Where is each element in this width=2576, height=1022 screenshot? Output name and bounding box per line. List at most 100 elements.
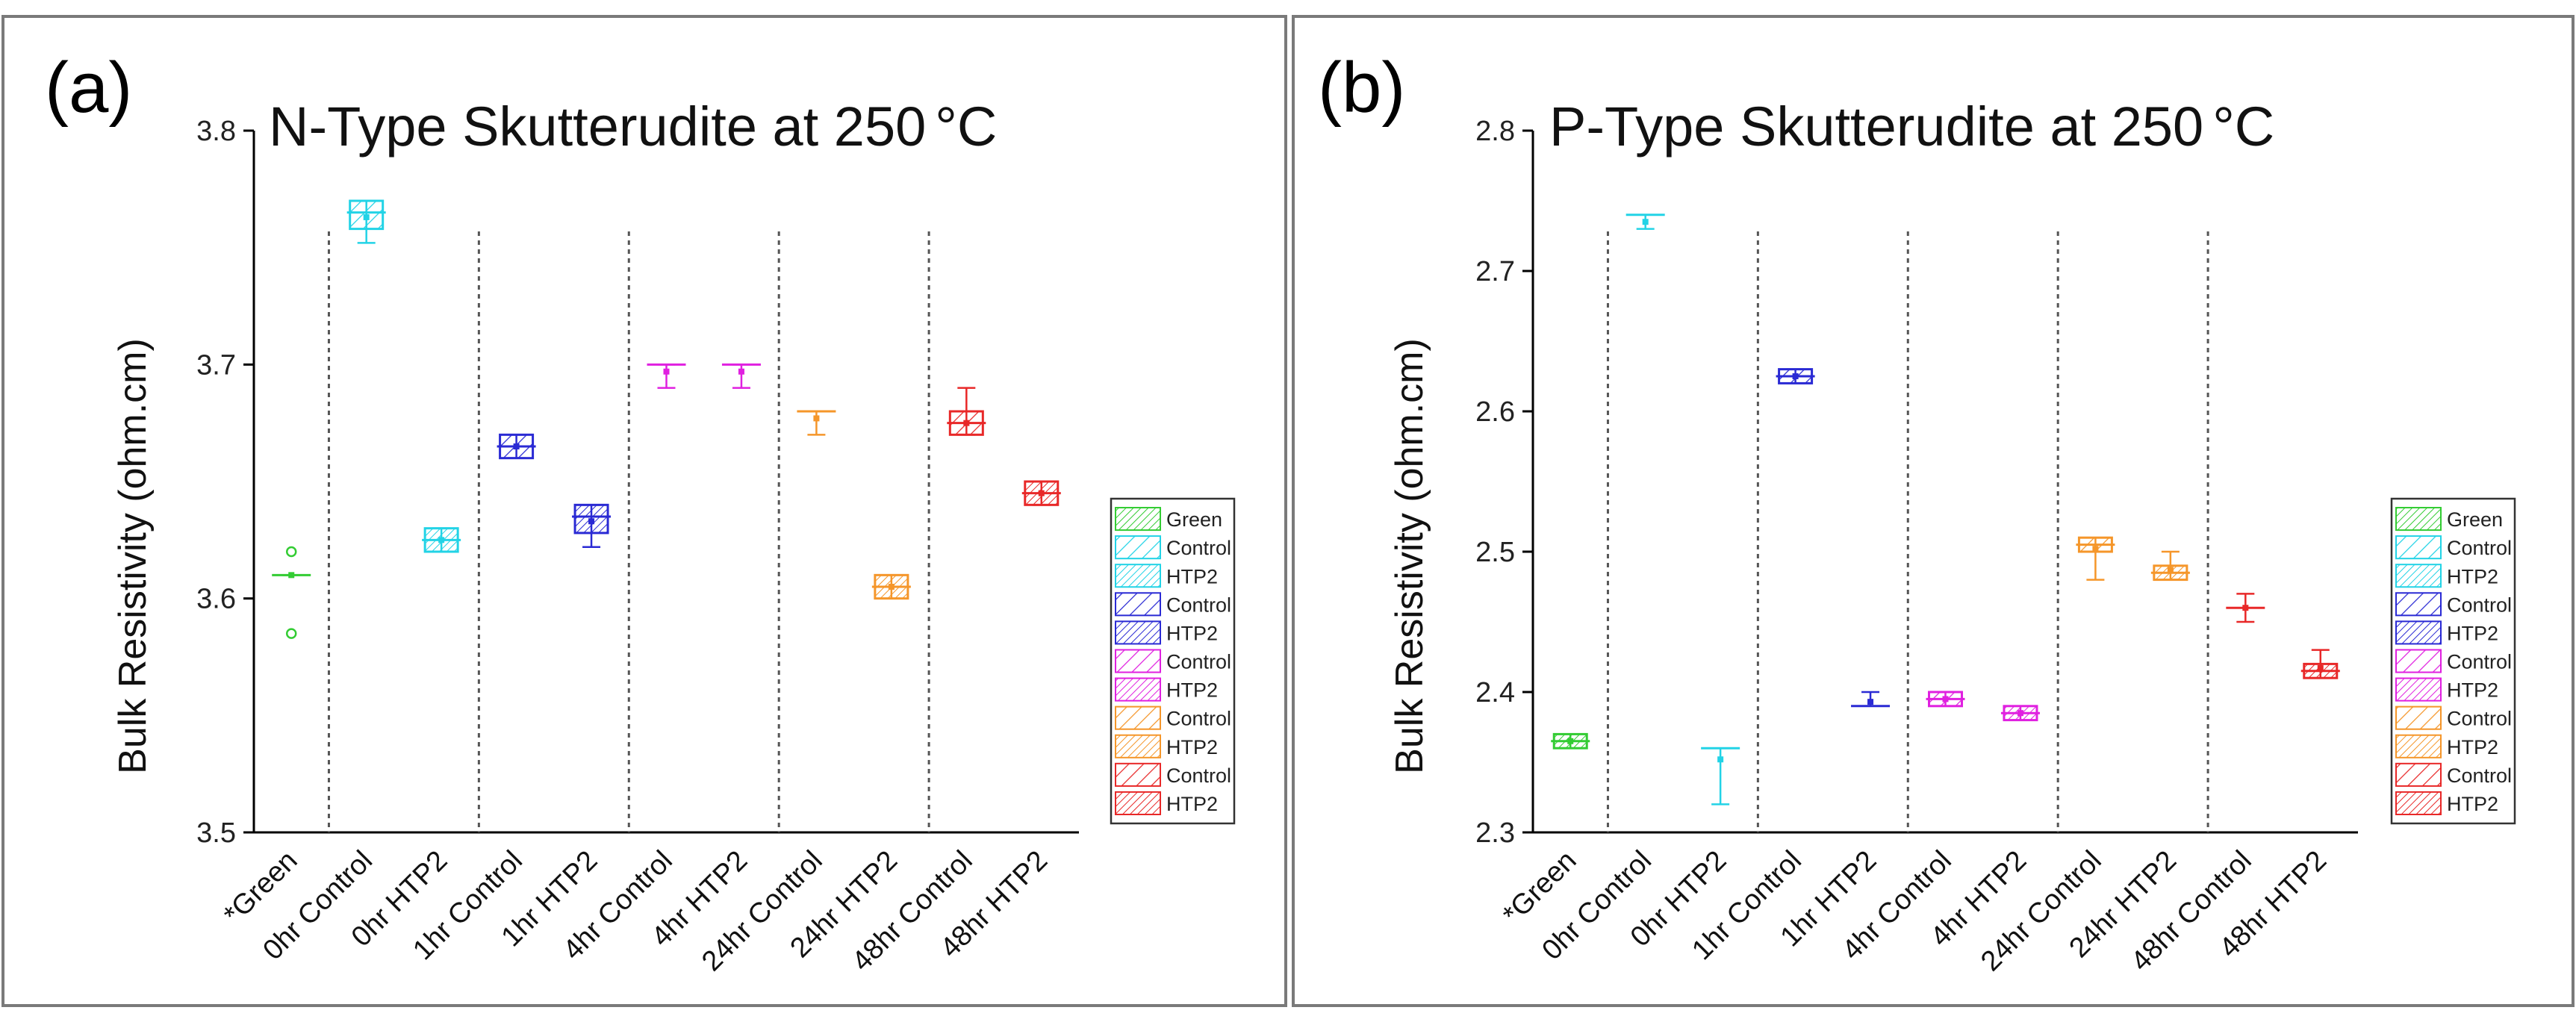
box-0hr-htp2: [422, 527, 461, 553]
box-outlier: [285, 546, 297, 558]
box-1hr-htp2: [572, 503, 612, 548]
box-0hr-control: [1625, 214, 1665, 230]
legend-label: Control: [2447, 593, 2512, 616]
box-mean-marker: [363, 214, 370, 220]
legend: Green Control HTP2 Control HTP2 Control HTP2 Co…: [1110, 497, 1236, 825]
box-mean-marker: [1942, 696, 1949, 702]
panel-a-label: (a): [45, 48, 132, 128]
legend-label: Green: [1166, 508, 1222, 531]
legend-label: HTP2: [2447, 622, 2498, 644]
box-mean-marker: [1792, 373, 1799, 379]
box-1hr-control: [1776, 368, 1815, 384]
legend-label: Control: [2447, 708, 2512, 730]
box-mean-marker: [888, 584, 895, 590]
legend-label: Control: [1166, 708, 1231, 730]
legend-label: Control: [2447, 537, 2512, 559]
legend-label: HTP2: [1166, 793, 1218, 815]
panel-b: (b) P-Type Skutterudite at 250 °C Bulk Re…: [1292, 15, 2575, 1007]
box-mean-marker: [2317, 665, 2324, 672]
legend-swatch: [2395, 620, 2442, 645]
legend-label: HTP2: [1166, 622, 1218, 644]
panel-a: (a) N-Type Skutterudite at 250 °C Bulk Re…: [1, 15, 1287, 1007]
legend-swatch: [2395, 677, 2442, 702]
legend-swatch: [1115, 649, 1161, 673]
legend-swatch: [2395, 762, 2442, 787]
y-tick-label: 2.6: [1475, 396, 1515, 428]
legend-label: HTP2: [1166, 565, 1218, 588]
box-48hr-control: [947, 387, 986, 436]
y-tick-label: 3.8: [196, 116, 236, 147]
box-4hr-htp2: [2000, 705, 2040, 722]
y-tick-label: 2.4: [1475, 677, 1515, 708]
legend-swatch: [1115, 507, 1161, 532]
box-1hr-htp2: [1851, 691, 1891, 708]
legend-label: HTP2: [2447, 793, 2498, 815]
y-tick-label: 2.8: [1475, 116, 1515, 147]
legend-label: Control: [1166, 593, 1231, 616]
box-mean-marker: [1867, 699, 1874, 705]
box-mean-marker: [2167, 567, 2174, 573]
legend-swatch: [1115, 592, 1161, 617]
legend-label: Control: [1166, 537, 1231, 559]
box-mean-marker: [588, 518, 595, 525]
legend-label: HTP2: [2447, 565, 2498, 588]
y-tick-label: 3.6: [196, 584, 236, 615]
box-24hr-control: [2076, 536, 2115, 581]
box-mean-marker: [813, 415, 820, 422]
box-mean-marker: [663, 368, 670, 375]
y-tick-label: 2.7: [1475, 256, 1515, 287]
box-green: [272, 546, 311, 639]
legend-swatch: [2395, 507, 2442, 532]
box-mean-marker: [738, 368, 744, 375]
box-mean-marker: [1567, 738, 1574, 744]
box-mean-marker: [2017, 710, 2023, 717]
legend-swatch: [1115, 734, 1161, 758]
legend-swatch: [2395, 535, 2442, 560]
legend-label: Control: [2447, 764, 2512, 787]
box-mean-marker: [2092, 546, 2099, 552]
box-48hr-htp2: [1021, 480, 1061, 506]
legend-swatch: [2395, 734, 2442, 758]
legend-label: Control: [2447, 651, 2512, 673]
panel-b-label: (b): [1318, 48, 1405, 128]
y-tick-label: 2.5: [1475, 537, 1515, 568]
legend-label: Control: [1166, 651, 1231, 673]
box-mean-marker: [513, 443, 520, 449]
y-tick-label: 3.7: [196, 349, 236, 381]
legend: Green Control HTP2 Control HTP2 Control HTP2 Co…: [2390, 497, 2516, 825]
legend-swatch: [1115, 535, 1161, 560]
legend-label: Green: [2447, 508, 2503, 531]
y-tick-label: 3.5: [196, 817, 236, 849]
legend-swatch: [2395, 649, 2442, 673]
panel-b-y-axis-label: Bulk Resistivity (ohm.cm): [1388, 338, 1431, 774]
box-48hr-control: [2226, 593, 2265, 623]
box-green: [1551, 732, 1590, 750]
box-outlier: [285, 628, 297, 639]
box-mean-marker: [438, 537, 445, 543]
box-mean-marker: [1717, 756, 1724, 763]
legend-swatch: [2395, 791, 2442, 815]
box-48hr-htp2: [2300, 649, 2340, 679]
box-mean-marker: [288, 572, 295, 579]
y-tick-label: 2.3: [1475, 817, 1515, 849]
box-4hr-control: [1926, 691, 1965, 708]
panel-a-y-axis-label: Bulk Resistivity (ohm.cm): [111, 338, 155, 774]
box-4hr-control: [647, 363, 686, 389]
box-24hr-htp2: [871, 573, 911, 600]
panel-a-border: [1, 15, 1287, 1007]
legend-swatch: [1115, 762, 1161, 787]
box-mean-marker: [963, 420, 970, 426]
legend-swatch: [1115, 791, 1161, 815]
legend-label: HTP2: [2447, 736, 2498, 758]
box-24hr-htp2: [2150, 550, 2190, 582]
box-24hr-control: [797, 410, 836, 436]
legend-swatch: [1115, 620, 1161, 645]
legend-swatch: [1115, 705, 1161, 730]
legend-swatch: [2395, 705, 2442, 730]
legend-swatch: [1115, 677, 1161, 702]
box-mean-marker: [1038, 490, 1045, 496]
legend-swatch: [2395, 592, 2442, 617]
